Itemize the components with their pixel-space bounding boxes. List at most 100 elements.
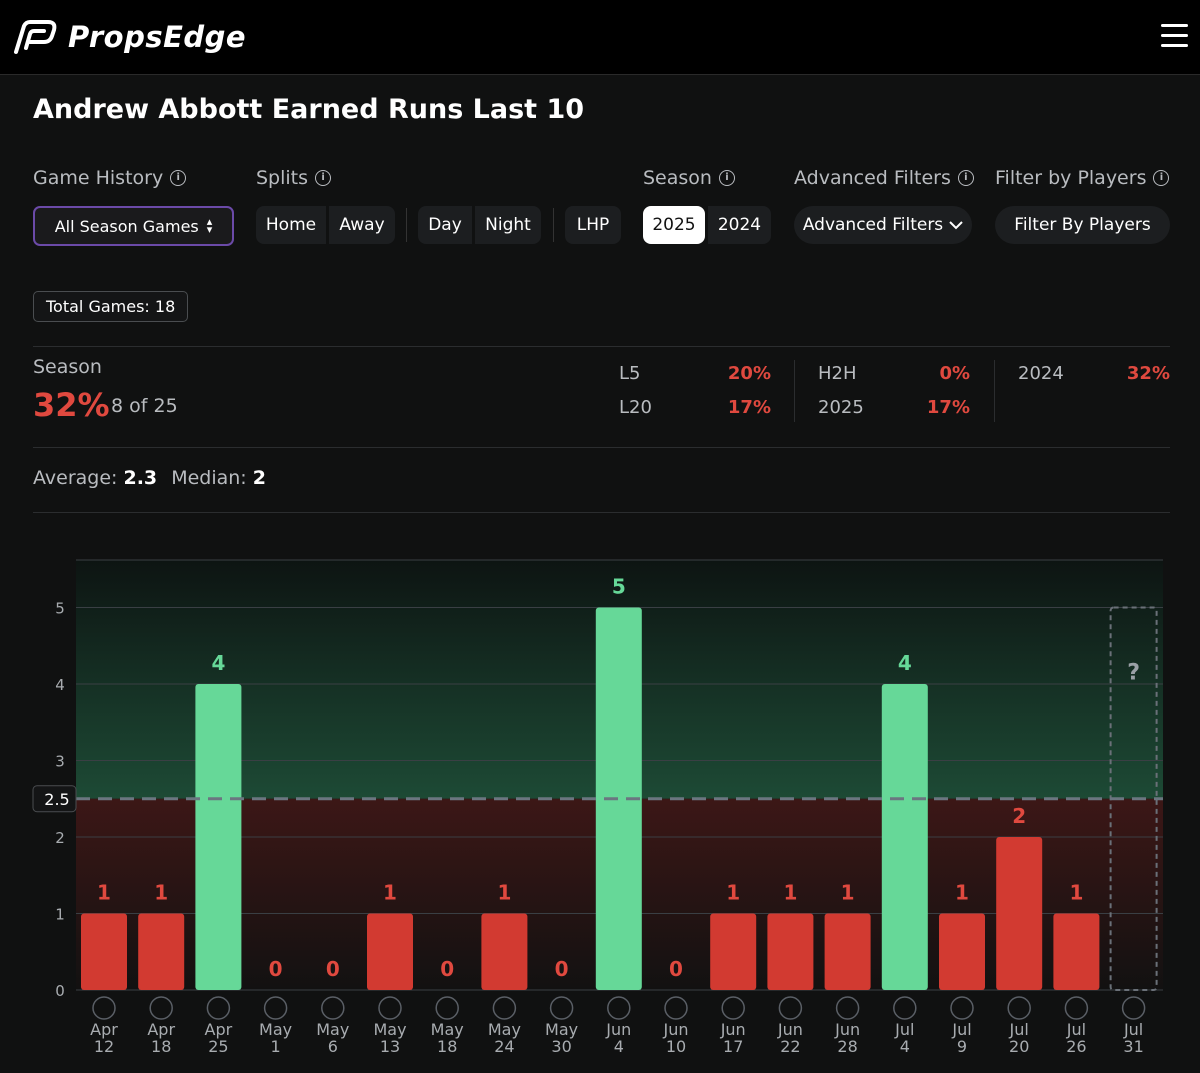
bar xyxy=(195,684,242,990)
threshold-badge xyxy=(32,785,77,813)
x-tick-day: 4 xyxy=(900,1037,910,1056)
bar-value-label: 1 xyxy=(955,881,969,905)
opponent-unknown-icon xyxy=(1121,996,1146,1020)
y-tick-label: 3 xyxy=(55,753,65,771)
propsedge-logo-icon xyxy=(14,20,57,54)
info-icon[interactable]: i xyxy=(718,170,735,186)
x-tick-month: May xyxy=(545,1020,578,1039)
opponent-white-sox-icon xyxy=(378,996,402,1020)
x-tick-day: 18 xyxy=(151,1037,171,1056)
bar-value-label: 0 xyxy=(555,957,569,981)
season-hit-rate: 32% xyxy=(33,386,110,424)
bar-value-label: 1 xyxy=(841,881,855,905)
bar xyxy=(881,684,928,990)
bar xyxy=(824,913,871,990)
bar xyxy=(595,607,642,990)
x-tick-month: Jul xyxy=(951,1020,971,1039)
x-tick-day: 24 xyxy=(494,1037,514,1056)
x-tick-month: Jun xyxy=(720,1020,746,1039)
bar-value-label: 1 xyxy=(383,881,397,905)
bar-value-label: 2 xyxy=(1012,804,1026,828)
bar-value-label: 1 xyxy=(726,881,740,905)
bar-value-label: 0 xyxy=(669,957,683,981)
opponent-cubs-icon xyxy=(492,996,517,1020)
page-title: Andrew Abbott Earned Runs Last 10 xyxy=(33,94,585,125)
logo[interactable]: PropsEdge xyxy=(10,18,246,56)
split-away-button[interactable]: Away xyxy=(329,206,395,244)
info-icon[interactable]: i xyxy=(957,170,974,186)
game-history-select[interactable]: All Season Games ▴ ▾ xyxy=(33,206,234,246)
bar xyxy=(939,913,985,990)
x-tick-month: May xyxy=(316,1020,349,1039)
x-tick-day: 26 xyxy=(1066,1037,1086,1056)
opponent-rays-icon xyxy=(1064,996,1089,1020)
game-history-label: Game History i xyxy=(33,167,187,189)
hamburger-menu-icon[interactable] xyxy=(1161,24,1188,48)
opponent-phillies-icon xyxy=(893,996,917,1020)
bar-value-label: 4 xyxy=(898,651,912,675)
season-label: Season xyxy=(33,356,102,378)
info-icon[interactable]: i xyxy=(1153,170,1170,186)
season-2024-button[interactable]: 2024 xyxy=(708,206,771,244)
opponent-braves-icon xyxy=(321,996,345,1020)
x-tick-month: Jun xyxy=(777,1020,803,1039)
season-2025-label: 2025 xyxy=(818,397,864,418)
opponent-brewers-icon xyxy=(607,996,631,1020)
bar-value-label: 0 xyxy=(269,957,283,981)
advanced-filters-button[interactable]: Advanced Filters xyxy=(794,206,972,244)
total-games-badge: Total Games: 18 xyxy=(33,291,189,322)
app-name: PropsEdge xyxy=(68,20,247,54)
l5-value: 20% xyxy=(727,363,771,384)
bar xyxy=(1053,913,1100,990)
y-tick-label: 5 xyxy=(55,600,65,618)
x-tick-day: 10 xyxy=(666,1037,686,1056)
x-tick-month: May xyxy=(488,1020,521,1039)
split-night-button[interactable]: Night xyxy=(475,206,541,244)
l5-label: L5 xyxy=(619,363,641,384)
bar-value-label: 4 xyxy=(211,651,225,675)
bar xyxy=(996,837,1043,990)
average-value: 2.3 xyxy=(123,467,158,489)
divider xyxy=(33,512,1170,513)
season-filter-label: Season i xyxy=(643,167,735,189)
season-2024-label: 2024 xyxy=(1018,363,1064,384)
earned-runs-bar-chart: 0123451Apr121Apr184Apr250May10May61May13… xyxy=(32,559,1163,1056)
x-tick-day: 9 xyxy=(957,1037,967,1056)
h2h-label: H2H xyxy=(818,363,857,384)
x-tick-month: Jun xyxy=(834,1020,860,1039)
x-tick-month: Jul xyxy=(1123,1020,1143,1039)
advanced-filters-label: Advanced Filters i xyxy=(794,167,974,189)
info-icon[interactable]: i xyxy=(315,170,332,186)
bar xyxy=(138,913,185,990)
x-tick-day: 30 xyxy=(551,1037,571,1056)
bar xyxy=(767,913,814,990)
divider xyxy=(406,208,407,242)
bar-value-label: 1 xyxy=(783,881,797,905)
split-lhp-button[interactable]: LHP xyxy=(565,206,621,244)
x-tick-day: 17 xyxy=(723,1037,743,1056)
splits-label: Splits i xyxy=(256,167,332,189)
median-label: Median: xyxy=(171,467,247,489)
x-tick-month: Apr xyxy=(147,1020,175,1039)
median-value: 2 xyxy=(252,467,266,489)
l20-value: 17% xyxy=(727,397,771,418)
x-tick-day: 28 xyxy=(837,1037,857,1056)
bar-value-label: 1 xyxy=(1069,881,1083,905)
split-day-button[interactable]: Day xyxy=(418,206,472,244)
x-tick-day: 25 xyxy=(208,1037,228,1056)
opponent-cardinals-icon xyxy=(263,996,288,1020)
x-tick-month: May xyxy=(431,1020,464,1039)
opponent-mets-icon xyxy=(1007,996,1031,1020)
x-tick-day: 13 xyxy=(380,1037,400,1056)
opponent-cubs-icon xyxy=(549,996,574,1020)
chevron-down-icon xyxy=(949,221,963,230)
x-tick-day: 18 xyxy=(437,1037,457,1056)
x-tick-month: May xyxy=(373,1020,406,1039)
filter-by-players-button[interactable]: Filter By Players xyxy=(995,206,1170,244)
bar xyxy=(81,913,127,990)
split-home-button[interactable]: Home xyxy=(256,206,326,244)
l20-label: L20 xyxy=(619,397,652,418)
season-2025-button[interactable]: 2025 xyxy=(643,206,705,244)
h2h-value: 0% xyxy=(939,363,970,384)
info-icon[interactable]: i xyxy=(170,170,187,186)
